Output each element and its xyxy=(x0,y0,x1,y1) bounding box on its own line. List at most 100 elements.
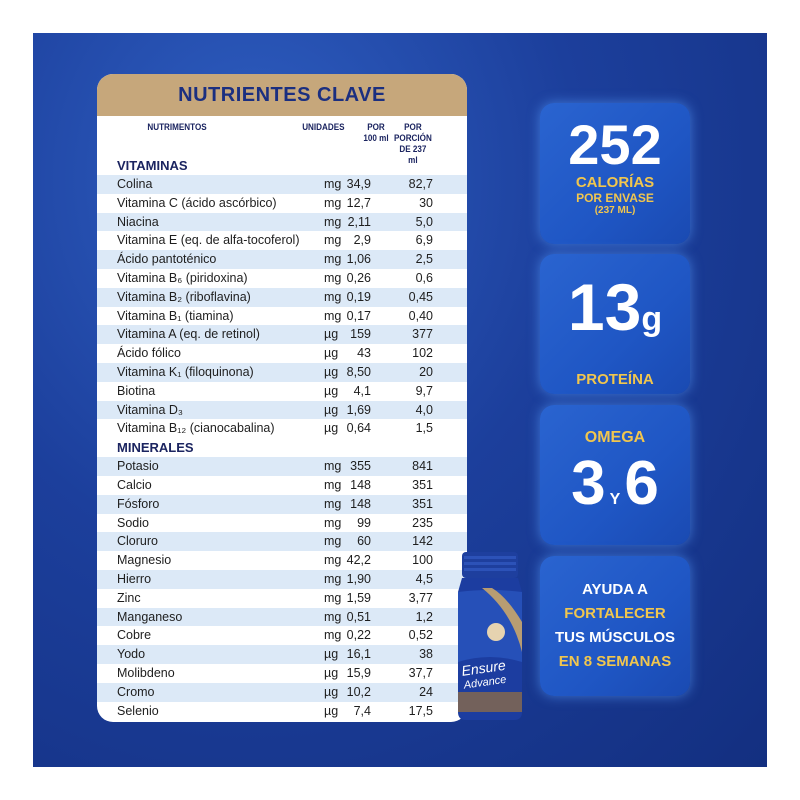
nutrient-unit: µg xyxy=(324,402,339,417)
nutrient-per100: 16,1 xyxy=(346,647,371,662)
nutrient-row: Vitamina D₃ µg 1,69 4,0 xyxy=(97,400,467,420)
nutrient-name: Ácido fólico xyxy=(117,346,181,361)
section-heading: VITAMINAS xyxy=(117,158,188,173)
header-per100: POR 100 ml xyxy=(363,122,388,144)
nutrient-unit: µg xyxy=(324,346,339,361)
nutrient-name: Colina xyxy=(117,177,153,191)
nutrient-per-serving: 0,6 xyxy=(415,270,433,285)
nutrient-unit: mg xyxy=(324,270,342,285)
nutrient-per-serving: 9,7 xyxy=(415,383,433,398)
header-per100-top: POR xyxy=(367,122,385,132)
omega-6: 6 xyxy=(624,449,659,518)
nutrient-name: Sodio xyxy=(117,515,149,530)
nutrient-unit: mg xyxy=(324,177,342,191)
nutrient-per100: 1,90 xyxy=(346,571,371,586)
calories-tile: 252 CALORÍAS POR ENVASE (237 ML) xyxy=(540,103,690,244)
nutrient-per-serving: 24 xyxy=(419,684,433,699)
nutrient-per100: 0,26 xyxy=(346,270,371,285)
nutrient-per100: 7,4 xyxy=(353,703,371,718)
nutrient-row: Manganeso mg 0,51 1,2 xyxy=(97,607,467,627)
nutrient-per100: 12,7 xyxy=(346,195,371,210)
claim-line3: TUS MÚSCULOS xyxy=(555,629,675,646)
nutrient-per-serving: 0,45 xyxy=(408,289,433,304)
nutrient-unit: µg xyxy=(324,364,339,379)
nutrient-unit: mg xyxy=(324,233,342,248)
nutrient-row: Selenio µg 7,4 17,5 xyxy=(97,702,467,721)
nutrient-per-serving: 100 xyxy=(412,553,433,568)
nutrient-per100: 15,9 xyxy=(346,665,371,680)
nutrient-per-serving: 3,77 xyxy=(408,590,433,605)
nutrient-per100: 2,9 xyxy=(353,233,371,248)
nutrient-row: Cloruro mg 60 142 xyxy=(97,532,467,552)
nutrient-unit: mg xyxy=(324,515,342,530)
nutrient-per-serving: 0,40 xyxy=(408,308,433,323)
nutrient-unit: mg xyxy=(324,308,342,323)
nutrient-per-serving: 38 xyxy=(419,647,433,662)
header-serving-top: POR PORCIÓN xyxy=(394,122,432,143)
nutrient-name: Cloruro xyxy=(117,534,158,549)
nutrient-name: Cobre xyxy=(117,628,152,643)
nutrient-row: Biotina µg 4,1 9,7 xyxy=(97,382,467,401)
nutrient-row: Ácido fólico µg 43 102 xyxy=(97,344,467,363)
protein-amount: 13g xyxy=(540,274,690,359)
protein-tile: 13g PROTEÍNA xyxy=(540,254,690,394)
nutrient-per100: 355 xyxy=(350,459,371,474)
nutrient-unit: mg xyxy=(324,195,342,210)
nutrient-per100: 43 xyxy=(357,346,371,361)
nutrient-per100: 8,50 xyxy=(346,364,371,379)
omega-numbers: 3 Y6 xyxy=(540,449,690,535)
nutrient-name: Vitamina E (eq. de alfa-tocoferol) xyxy=(117,233,300,248)
nutrient-name: Ácido pantoténico xyxy=(117,252,217,267)
nutrient-name: Potasio xyxy=(117,459,159,474)
nutrient-per100: 42,2 xyxy=(346,553,371,568)
nutrient-per100: 60 xyxy=(357,534,371,549)
nutrient-per100: 0,22 xyxy=(346,628,371,643)
nutrient-name: Magnesio xyxy=(117,553,172,568)
nutrient-name: Vitamina B₆ (piridoxina) xyxy=(117,270,248,285)
nutrient-per100: 1,06 xyxy=(346,252,371,267)
nutrient-row: Hierro mg 1,90 4,5 xyxy=(97,569,467,589)
nutrient-row: Potasio mg 355 841 xyxy=(97,457,467,476)
nutrient-per-serving: 102 xyxy=(412,346,433,361)
protein-unit: g xyxy=(641,300,663,338)
nutrient-unit: mg xyxy=(324,553,342,568)
nutrient-per-serving: 1,5 xyxy=(415,421,433,436)
nutrient-name: Vitamina B₁ (tiamina) xyxy=(117,308,234,323)
calories-number: 252 xyxy=(568,113,662,176)
nutrient-name: Vitamina B₁₂ (cianocabalina) xyxy=(117,421,275,436)
nutrient-per-serving: 1,2 xyxy=(415,609,433,624)
nutrient-per100: 0,64 xyxy=(346,421,371,436)
nutrient-per100: 10,2 xyxy=(346,684,371,699)
header-units: UNIDADES xyxy=(302,122,345,132)
protein-label: PROTEÍNA xyxy=(576,371,654,388)
nutrient-name: Niacina xyxy=(117,214,159,229)
nutrient-name: Vitamina K₁ (filoquinona) xyxy=(117,364,254,379)
header-serving-sub: DE 237 ml xyxy=(399,144,427,165)
nutrient-per-serving: 17,5 xyxy=(408,703,433,718)
nutrient-row: Sodio mg 99 235 xyxy=(97,514,467,533)
nutrient-row: Vitamina E (eq. de alfa-tocoferol) mg 2,9 6… xyxy=(97,231,467,250)
nutrient-unit: µg xyxy=(324,421,339,436)
nutrient-per-serving: 351 xyxy=(412,496,433,511)
nutrient-name: Cromo xyxy=(117,684,155,699)
nutrient-name: Vitamina C (ácido ascórbico) xyxy=(117,195,277,210)
nutrient-per100: 0,17 xyxy=(346,308,371,323)
nutrient-unit: mg xyxy=(324,571,342,586)
omega-tile: OMEGA 3 Y6 xyxy=(540,405,690,545)
header-serving: POR PORCIÓN DE 237 ml xyxy=(394,122,432,166)
nutrient-unit: µg xyxy=(324,684,339,699)
protein-number: 13 xyxy=(567,270,642,344)
nutrient-unit: mg xyxy=(324,252,342,267)
nutrient-per100: 0,51 xyxy=(346,609,371,624)
nutrient-name: Molibdeno xyxy=(117,665,175,680)
nutrient-unit: mg xyxy=(324,590,342,605)
nutrient-row: Vitamina C (ácido ascórbico) mg 12,7 30 xyxy=(97,194,467,213)
nutrient-row: Niacina mg 2,11 5,0 xyxy=(97,212,467,232)
nutrient-row: Yodo µg 16,1 38 xyxy=(97,645,467,664)
nutrient-row: Vitamina B₂ (riboflavina) mg 0,19 0,45 xyxy=(97,287,467,307)
omega-and: Y xyxy=(609,491,621,508)
nutrient-row: Ácido pantoténico mg 1,06 2,5 xyxy=(97,250,467,269)
nutrient-name: Fósforo xyxy=(117,496,160,511)
nutrient-row: Calcio mg 148 351 xyxy=(97,476,467,495)
nutrient-per-serving: 142 xyxy=(412,534,433,549)
